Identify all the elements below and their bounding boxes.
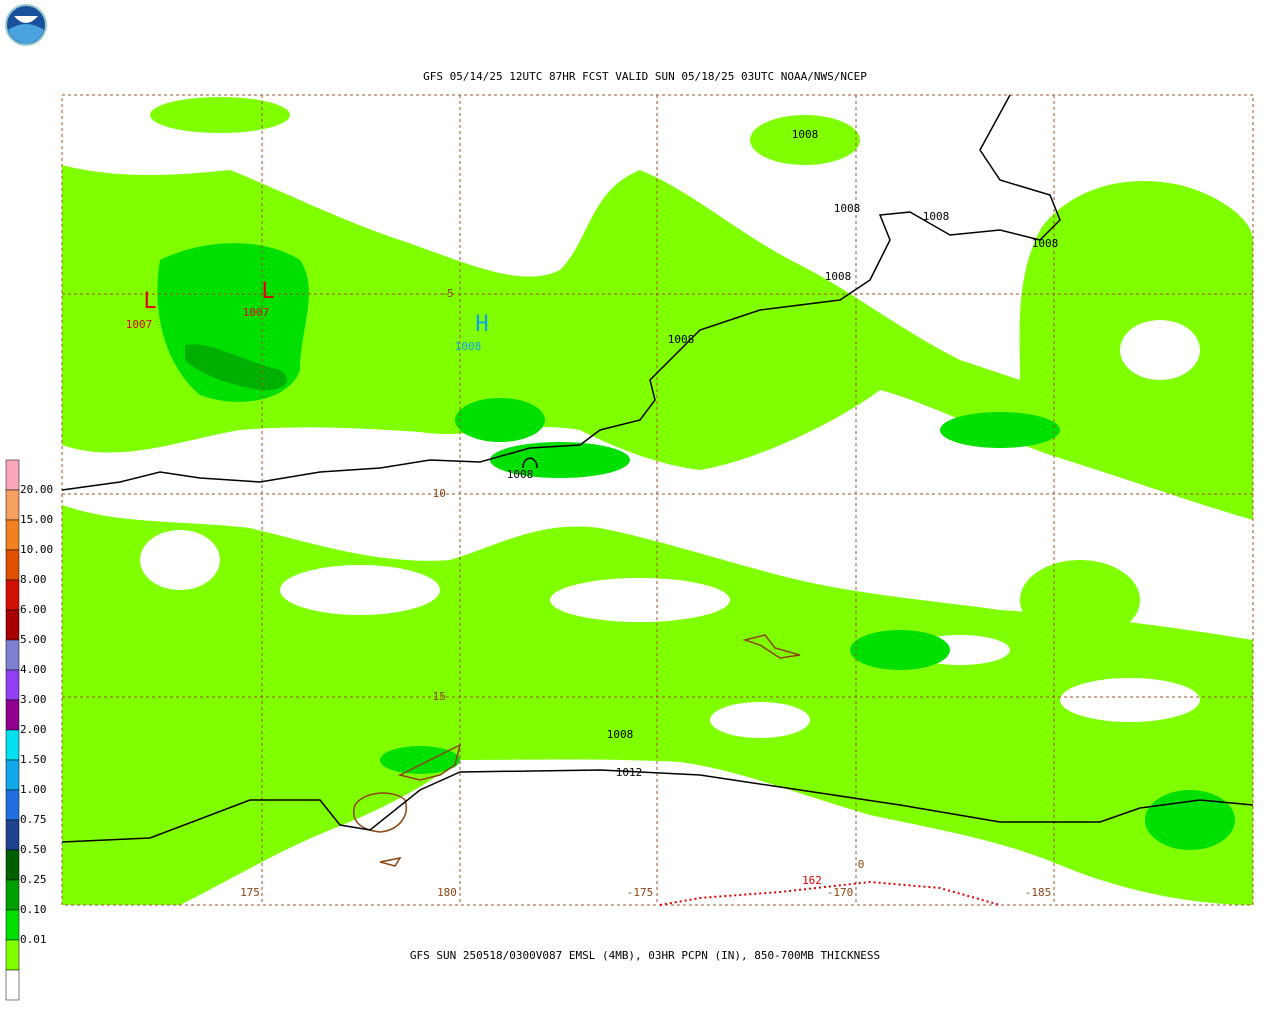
isobars <box>61 94 1254 906</box>
legend-swatch <box>5 459 20 491</box>
legend-swatch <box>5 579 20 611</box>
legend-swatch <box>5 909 20 941</box>
isobar-label: 1008 <box>923 210 950 223</box>
legend-label: 0.01 <box>20 933 47 946</box>
legend-swatch <box>5 549 20 581</box>
low-symbol: L <box>261 279 274 304</box>
pressure-centers: L 1007 L 1007 H 1008 <box>126 279 489 353</box>
lon-label: -185 <box>1025 886 1052 899</box>
legend-label: 0.50 <box>20 843 47 856</box>
legend-swatch <box>5 759 20 791</box>
legend-label: 0.25 <box>20 873 47 886</box>
legend-label: 5.00 <box>20 633 47 646</box>
legend-swatch <box>5 819 20 851</box>
lat-label: -10 <box>426 487 446 500</box>
lon-label: 175 <box>240 886 260 899</box>
legend-swatch <box>5 729 20 761</box>
legend-swatch <box>5 969 20 1001</box>
legend-label: 1.00 <box>20 783 47 796</box>
isobar-label: 1008 <box>792 128 819 141</box>
legend-label: 0.75 <box>20 813 47 826</box>
lon-label: 180 <box>437 886 457 899</box>
isobar-label: 1008 <box>1032 237 1059 250</box>
isobar-label: 1012 <box>616 766 643 779</box>
legend-label: 1.50 <box>20 753 47 766</box>
title: GFS 05/14/25 12UTC 87HR FCST VALID SUN 0… <box>423 70 867 83</box>
isobar-label: 1008 <box>825 270 852 283</box>
legend-swatch <box>5 939 20 971</box>
thickness-label: 0 <box>858 858 865 871</box>
isobar-label: 1008 <box>607 728 634 741</box>
legend-label: 0.10 <box>20 903 47 916</box>
lat-label: -5 <box>440 287 453 300</box>
legend-label: 6.00 <box>20 603 47 616</box>
noaa-logo <box>5 4 47 46</box>
legend-label: 4.00 <box>20 663 47 676</box>
legend-swatch <box>5 639 20 671</box>
legend-label: 15.00 <box>20 513 53 526</box>
lon-label: -170 <box>827 886 854 899</box>
legend-swatch <box>5 669 20 701</box>
legend-label: 3.00 <box>20 693 47 706</box>
legend-label: 20.00 <box>20 483 53 496</box>
high-symbol: H <box>475 312 488 337</box>
legend-swatch <box>5 609 20 641</box>
legend-swatch <box>5 489 20 521</box>
lat-lon-grid <box>61 94 1254 906</box>
legend-swatch <box>5 519 20 551</box>
low-symbol: L <box>143 289 156 314</box>
lat-label: -15 <box>426 690 446 703</box>
low-pressure: 1007 <box>126 318 153 331</box>
legend-label: 2.00 <box>20 723 47 736</box>
low-pressure: 1007 <box>243 306 270 319</box>
legend-swatch <box>5 849 20 881</box>
isobar-label: 1008 <box>834 202 861 215</box>
thickness-label: 162 <box>802 874 822 887</box>
caption: GFS SUN 250518/0300V087 EMSL (4MB), 03HR… <box>410 949 880 962</box>
legend-swatch <box>5 879 20 911</box>
legend-label: 10.00 <box>20 543 53 556</box>
legend-label: 8.00 <box>20 573 47 586</box>
lon-label: -175 <box>627 886 654 899</box>
high-pressure: 1008 <box>455 340 482 353</box>
legend-swatch <box>5 699 20 731</box>
legend-swatch <box>5 789 20 821</box>
isobar-label: 1008 <box>507 468 534 481</box>
legend: 20.00 15.00 10.00 8.00 6.00 5.00 4.00 3.00 2.00 1… <box>5 459 53 1001</box>
isobar-label: 1008 <box>668 333 695 346</box>
coastlines <box>353 634 801 867</box>
